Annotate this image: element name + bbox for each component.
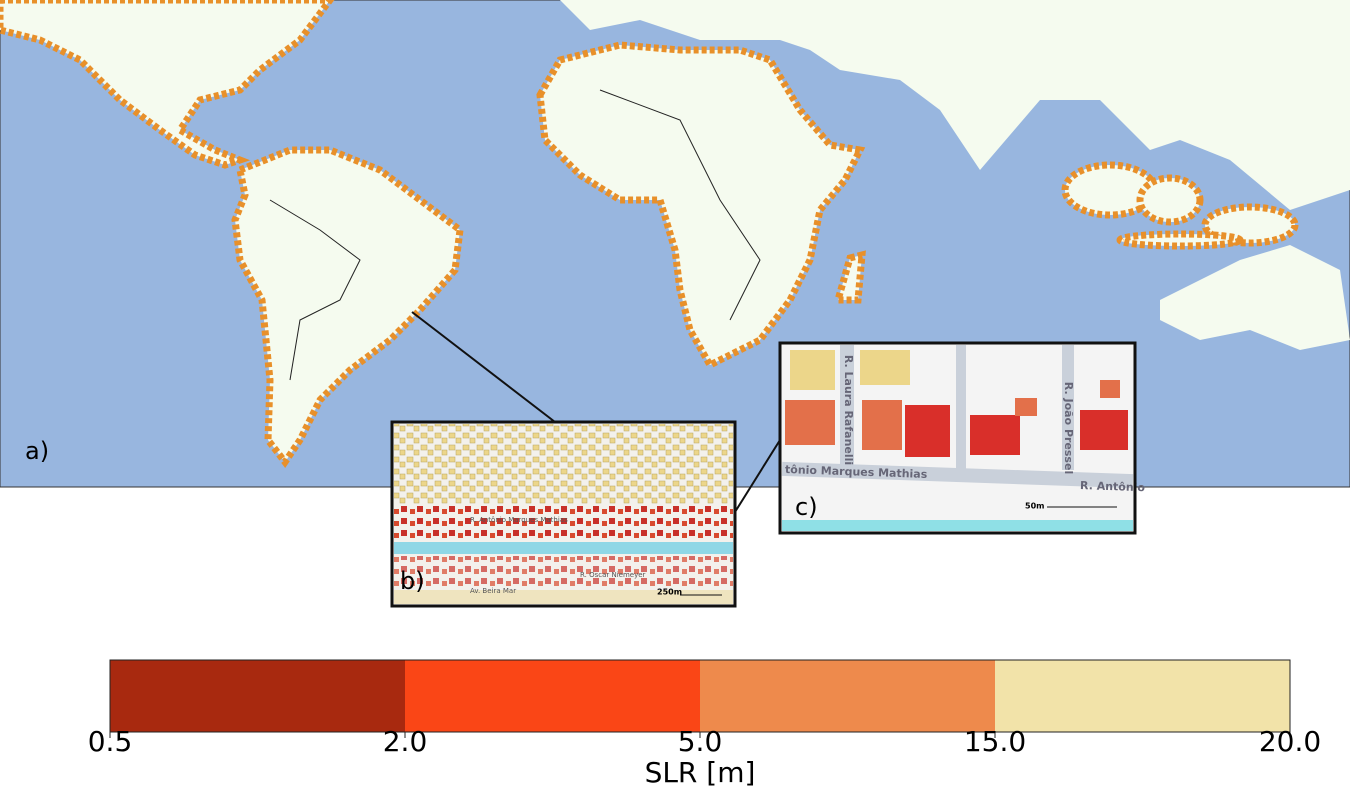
inset-frame: [390, 420, 737, 608]
building: [970, 415, 1020, 455]
scale-label: 50m: [1025, 502, 1044, 511]
building: [860, 350, 910, 385]
colorbar-segment: [995, 660, 1290, 732]
canal: [394, 542, 733, 554]
colorbar-segment: [110, 660, 405, 732]
building: [1080, 410, 1128, 450]
world-map: a): [0, 0, 1350, 488]
water: [782, 520, 1133, 531]
street-label: tônio Marques Mathias: [785, 463, 928, 481]
street: [1062, 345, 1074, 470]
borneo: [1136, 174, 1204, 226]
inset-frame: [778, 341, 1137, 535]
inset-c: R. Laura Rafanelli R. João Pressel tônio…: [778, 341, 1146, 535]
buildings-high-risk: [394, 556, 733, 590]
inset-b: R. Antônio Marques Mathias R. Oscar Niem…: [390, 420, 737, 608]
panel-label: c): [795, 493, 818, 521]
colorbar-tick-label: 0.5: [88, 725, 133, 758]
panel-label: b): [400, 567, 425, 595]
street-label: R. Laura Rafanelli: [842, 355, 855, 465]
colorbar-tick-label: 5.0: [678, 725, 723, 758]
street: [956, 345, 966, 470]
colorbar-tick-label: 15.0: [964, 725, 1026, 758]
colorbar-label: SLR [m]: [645, 756, 756, 789]
street-label: R. João Pressel: [1062, 382, 1075, 474]
building: [785, 400, 835, 445]
new-guinea: [1201, 203, 1299, 247]
panel-label: a): [25, 437, 49, 465]
colorbar-segment: [405, 660, 700, 732]
scale-label: 250m: [657, 588, 682, 597]
south-america: [231, 146, 464, 468]
eurasia: [560, 0, 1350, 210]
java: [1116, 230, 1244, 250]
building: [1100, 380, 1120, 398]
beach: [394, 590, 733, 604]
colorbar: 0.5 2.0 5.0 15.0 20.0: [88, 659, 1321, 758]
madagascar: [833, 250, 866, 304]
street: [781, 461, 1134, 489]
street-label: R. Oscar Niemeyer: [580, 571, 646, 579]
building: [790, 350, 835, 390]
street-label: R. Antônio: [1080, 479, 1146, 494]
buildings-high-risk: [394, 504, 733, 540]
street-label: R. Antônio Marques Mathias: [470, 516, 568, 524]
building: [862, 400, 902, 450]
colorbar-tick-label: 2.0: [383, 725, 428, 758]
australia: [1160, 245, 1350, 350]
connector: [734, 439, 781, 513]
building: [905, 405, 950, 457]
borders: [599, 89, 761, 321]
africa: [536, 41, 866, 370]
connector: [411, 311, 556, 423]
north-america: [0, 0, 335, 169]
street: [840, 345, 854, 470]
colorbar-tick-label: 20.0: [1259, 725, 1321, 758]
building: [1015, 398, 1037, 416]
colorbar-segment: [700, 660, 995, 732]
buildings-low-risk: [394, 424, 733, 504]
borders: [269, 199, 361, 381]
street-label: Av. Beira Mar: [470, 587, 516, 595]
